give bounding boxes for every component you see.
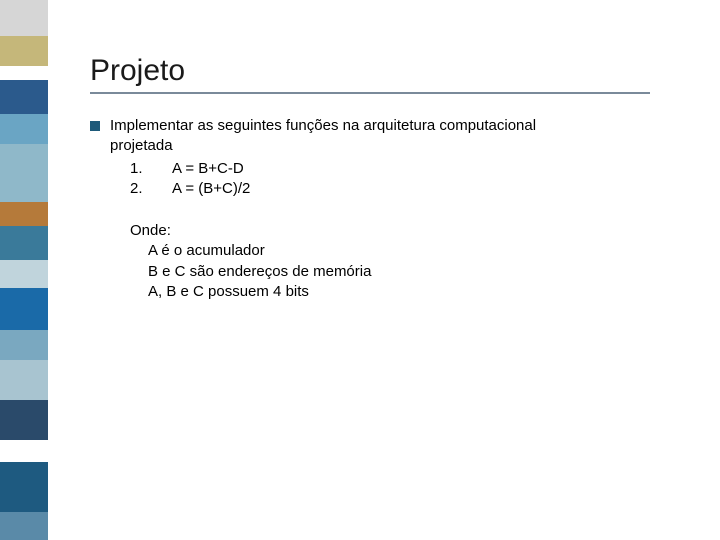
intro-line-2: projetada bbox=[110, 136, 690, 156]
list-number: 1. bbox=[130, 159, 148, 179]
sidebar-color-block bbox=[0, 330, 48, 360]
sidebar-color-block bbox=[0, 260, 48, 288]
sidebar-color-block bbox=[0, 512, 48, 540]
sidebar-color-block bbox=[0, 36, 48, 66]
sidebar-color-block bbox=[0, 80, 48, 114]
slide-title: Projeto bbox=[90, 54, 690, 88]
list-text: A = B+C-D bbox=[172, 159, 244, 179]
bullet-square-icon bbox=[90, 121, 100, 131]
sidebar-color-block bbox=[0, 440, 48, 462]
sidebar-color-block bbox=[0, 0, 48, 36]
onde-block: Onde: A é o acumulador B e C são endereç… bbox=[130, 221, 690, 302]
list-text: A = (B+C)/2 bbox=[172, 179, 250, 199]
onde-lines: A é o acumulador B e C são endereços de … bbox=[148, 241, 690, 302]
onde-line: A é o acumulador bbox=[148, 241, 690, 261]
numbered-list: 1. A = B+C-D 2. A = (B+C)/2 bbox=[130, 159, 690, 200]
bullet-text: Implementar as seguintes funções na arqu… bbox=[110, 116, 690, 302]
onde-line: B e C são endereços de memória bbox=[148, 262, 690, 282]
onde-line: A, B e C possuem 4 bits bbox=[148, 282, 690, 302]
intro-line-1: Implementar as seguintes funções na arqu… bbox=[110, 116, 690, 136]
slide-body: Implementar as seguintes funções na arqu… bbox=[90, 116, 690, 302]
onde-heading: Onde: bbox=[130, 221, 690, 241]
sidebar-color-block bbox=[0, 462, 48, 512]
slide: Projeto Implementar as seguintes funções… bbox=[0, 0, 720, 540]
sidebar-color-block bbox=[0, 144, 48, 202]
sidebar-color-block bbox=[0, 114, 48, 144]
sidebar-decorative-stripe bbox=[0, 0, 48, 540]
sidebar-color-block bbox=[0, 202, 48, 226]
sidebar-color-block bbox=[0, 226, 48, 260]
list-number: 2. bbox=[130, 179, 148, 199]
sidebar-color-block bbox=[0, 288, 48, 330]
list-item: 2. A = (B+C)/2 bbox=[130, 179, 690, 199]
bullet-item: Implementar as seguintes funções na arqu… bbox=[90, 116, 690, 302]
title-underline bbox=[90, 92, 650, 94]
sidebar-color-block bbox=[0, 66, 48, 80]
list-item: 1. A = B+C-D bbox=[130, 159, 690, 179]
sidebar-color-block bbox=[0, 360, 48, 400]
slide-content: Projeto Implementar as seguintes funções… bbox=[90, 54, 690, 302]
sidebar-color-block bbox=[0, 400, 48, 440]
